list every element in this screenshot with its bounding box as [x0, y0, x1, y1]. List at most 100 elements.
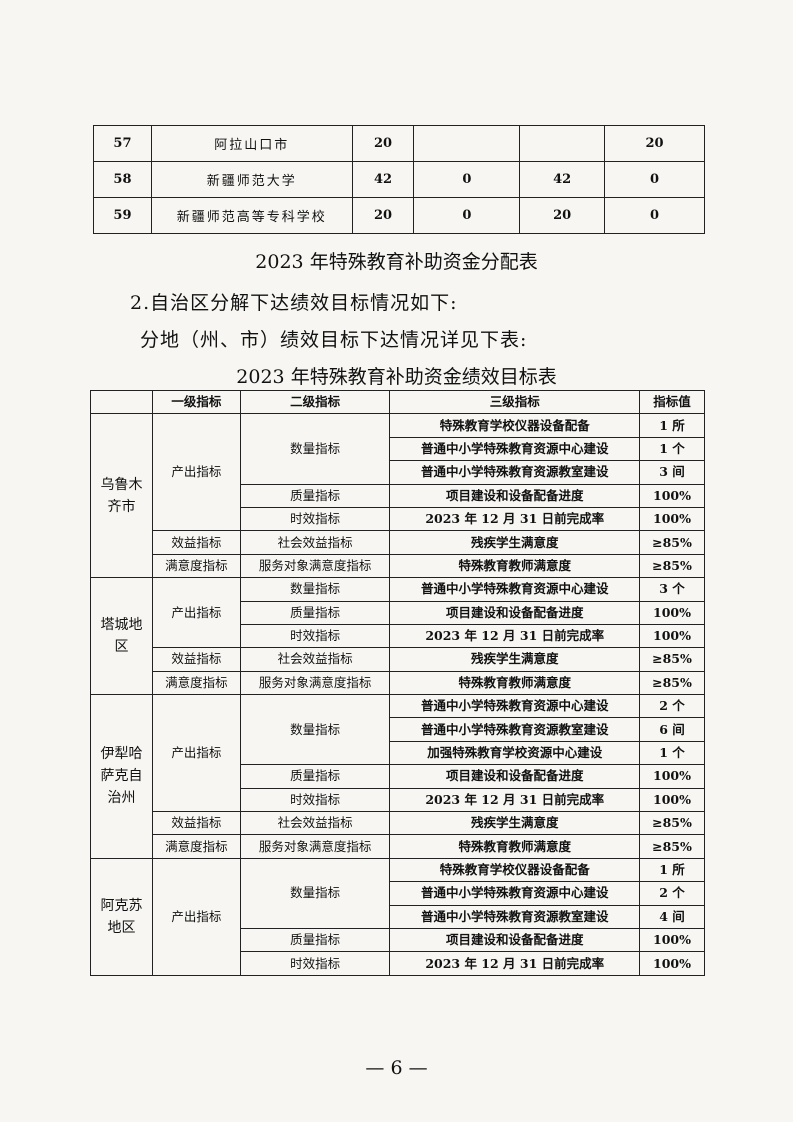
paragraph-1: 2.自治区分解下达绩效目标情况如下:	[130, 292, 458, 314]
level2-indicator: 社会效益指标	[239, 647, 391, 672]
cell-no: 58	[93, 161, 152, 198]
region-name: 塔城地区	[90, 577, 153, 696]
indicator-value: 1 个	[639, 740, 705, 766]
level1-indicator: 满意度指标	[151, 670, 241, 696]
level1-indicator: 产出指标	[151, 694, 241, 813]
level3-indicator: 普通中小学特殊教育资源教室建设	[389, 460, 641, 485]
cell-c4: 20	[604, 125, 705, 162]
table-row: 效益指标 社会效益指标 残疾学生满意度 ≥85%	[91, 811, 705, 836]
indicator-value: 3 间	[639, 460, 705, 485]
level2-indicator: 时效指标	[239, 623, 391, 649]
level2-indicator: 数量指标	[239, 857, 391, 929]
level3-indicator: 残疾学生满意度	[389, 811, 641, 836]
level3-indicator: 普通中小学特殊教育资源中心建设	[389, 577, 641, 602]
performance-target-table: 一级指标 二级指标 三级指标 指标值 乌鲁木齐市 产出指标 数量指标 特殊教育学校仪器设备配备…	[90, 389, 705, 976]
level3-indicator: 普通中小学特殊教育资源中心建设	[389, 881, 641, 906]
level3-indicator: 2023 年 12 月 31 日前完成率	[389, 506, 641, 532]
level1-indicator: 产出指标	[151, 577, 241, 649]
level3-indicator: 2023 年 12 月 31 日前完成率	[389, 623, 641, 649]
level2-indicator: 服务对象满意度指标	[239, 670, 391, 696]
cell-c1: 42	[351, 161, 415, 198]
level2-indicator: 数量指标	[239, 413, 391, 485]
level1-indicator: 效益指标	[151, 530, 241, 555]
table-row: 普通中小学特殊教育资源教室建设 6 间	[91, 717, 705, 742]
cell-no: 57	[93, 125, 152, 162]
level2-indicator: 服务对象满意度指标	[239, 834, 391, 859]
table-row: 普通中小学特殊教育资源教室建设 4 间	[91, 904, 705, 929]
indicator-value: 100%	[639, 951, 705, 976]
indicator-value: ≥85%	[639, 670, 705, 696]
level3-indicator: 2023 年 12 月 31 日前完成率	[389, 787, 641, 813]
table-row: 59 新疆师范高等专科学校 20 0 20 0	[93, 197, 705, 234]
indicator-value: 2 个	[639, 881, 705, 906]
cell-c2	[413, 125, 521, 162]
indicator-value: 100%	[639, 623, 705, 649]
table-row: 时效指标 2023 年 12 月 31 日前完成率 100%	[91, 506, 705, 532]
indicator-value: ≥85%	[639, 553, 705, 579]
table-row: 质量指标 项目建设和设备配备进度 100%	[91, 600, 705, 625]
table-row: 58 新疆师范大学 42 0 42 0	[93, 161, 705, 198]
level2-indicator: 社会效益指标	[239, 811, 391, 836]
level1-indicator: 产出指标	[151, 857, 241, 976]
level2-indicator: 质量指标	[239, 600, 391, 625]
level3-indicator: 普通中小学特殊教育资源中心建设	[389, 694, 641, 719]
table-row: 普通中小学特殊教育资源中心建设 2 个	[91, 881, 705, 906]
indicator-value: 1 个	[639, 436, 705, 462]
cell-c1: 20	[351, 125, 415, 162]
cell-name: 新疆师范大学	[150, 161, 353, 198]
level3-indicator: 项目建设和设备配备进度	[389, 764, 641, 789]
cell-c3: 42	[519, 161, 606, 198]
indicator-value: 2 个	[639, 694, 705, 719]
column-header: 二级指标	[239, 389, 391, 415]
indicator-value: 1 所	[639, 857, 705, 883]
level3-indicator: 普通中小学特殊教育资源教室建设	[389, 717, 641, 742]
table-row: 质量指标 项目建设和设备配备进度 100%	[91, 927, 705, 953]
column-header: 指标值	[639, 389, 705, 415]
table-row: 效益指标 社会效益指标 残疾学生满意度 ≥85%	[91, 530, 705, 555]
level3-indicator: 普通中小学特殊教育资源教室建设	[389, 904, 641, 929]
indicator-value: ≥85%	[639, 834, 705, 859]
performance-caption: 2023 年特殊教育补助资金绩效目标表	[236, 366, 557, 388]
level2-indicator: 数量指标	[239, 694, 391, 766]
level3-indicator: 特殊教育教师满意度	[389, 670, 641, 696]
cell-c4: 0	[604, 161, 705, 198]
level1-indicator: 满意度指标	[151, 834, 241, 859]
header-row: 一级指标 二级指标 三级指标 指标值	[90, 389, 705, 415]
cell-c1: 20	[351, 197, 415, 234]
table-row: 满意度指标 服务对象满意度指标 特殊教育教师满意度 ≥85%	[91, 553, 705, 579]
indicator-value: 100%	[639, 927, 705, 953]
indicator-value: 1 所	[639, 413, 705, 438]
level1-indicator: 产出指标	[151, 413, 241, 532]
level2-indicator: 服务对象满意度指标	[239, 553, 391, 579]
table-row: 质量指标 项目建设和设备配备进度 100%	[91, 483, 705, 508]
level3-indicator: 残疾学生满意度	[389, 530, 641, 555]
allocation-table: 57 阿拉山口市 20 20 58 新疆师范大学 42 0 42 0 59 新疆师范高等专科学校 20 0…	[93, 125, 705, 234]
level2-indicator: 时效指标	[239, 506, 391, 532]
table-row: 伊犁哈萨克自治州 产出指标 数量指标 普通中小学特殊教育资源中心建设 2 个	[90, 694, 705, 859]
cell-c4: 0	[604, 197, 705, 234]
level2-indicator: 数量指标	[239, 577, 391, 602]
indicator-value: 100%	[639, 483, 705, 508]
indicator-value: ≥85%	[639, 530, 705, 555]
table-row: 普通中小学特殊教育资源中心建设 1 个	[91, 436, 705, 462]
level3-indicator: 项目建设和设备配备进度	[389, 927, 641, 953]
paragraph-2: 分地（州、市）绩效目标下达情况详见下表:	[140, 329, 528, 351]
indicator-value: 6 间	[639, 717, 705, 742]
level3-indicator: 特殊教育学校仪器设备配备	[389, 857, 641, 883]
level2-indicator: 时效指标	[239, 951, 391, 976]
level3-indicator: 加强特殊教育学校资源中心建设	[389, 740, 641, 766]
level1-indicator: 满意度指标	[151, 553, 241, 579]
indicator-value: 100%	[639, 787, 705, 813]
table-row: 普通中小学特殊教育资源教室建设 3 间	[91, 460, 705, 485]
table-row: 效益指标 社会效益指标 残疾学生满意度 ≥85%	[91, 647, 705, 672]
level3-indicator: 特殊教育学校仪器设备配备	[389, 413, 641, 438]
level3-indicator: 特殊教育教师满意度	[389, 553, 641, 579]
cell-c2: 0	[413, 197, 521, 234]
page-number: — 6 —	[365, 1057, 428, 1079]
level3-indicator: 普通中小学特殊教育资源中心建设	[389, 436, 641, 462]
table-row: 满意度指标 服务对象满意度指标 特殊教育教师满意度 ≥85%	[91, 834, 705, 859]
indicator-value: 3 个	[639, 577, 705, 602]
level2-indicator: 质量指标	[239, 764, 391, 789]
cell-name: 新疆师范高等专科学校	[150, 197, 353, 234]
level2-indicator: 质量指标	[239, 927, 391, 953]
